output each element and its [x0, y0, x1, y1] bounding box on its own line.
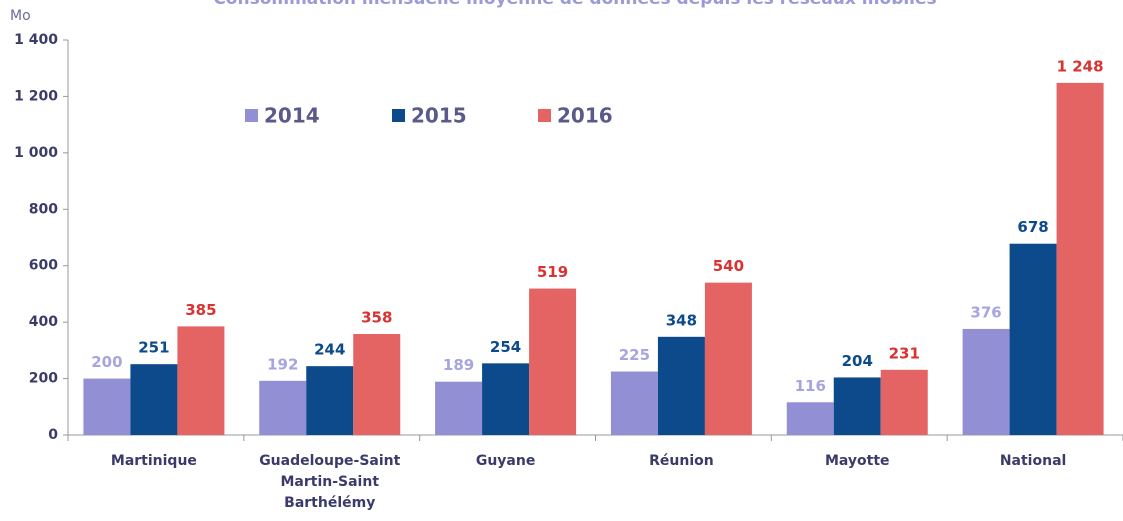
legend-label: 2015 — [411, 104, 467, 128]
legend-swatch — [538, 109, 551, 122]
value-label: 385 — [185, 301, 216, 319]
bar — [610, 371, 658, 435]
bar — [353, 333, 401, 435]
legend-label: 2014 — [264, 104, 320, 128]
value-label: 204 — [842, 352, 873, 370]
bar — [657, 336, 705, 435]
value-label: 519 — [537, 263, 568, 281]
value-label: 1 248 — [1057, 57, 1104, 75]
value-label: 348 — [666, 311, 697, 329]
y-tick-label: 800 — [29, 201, 58, 217]
bar — [177, 326, 225, 435]
value-label: 244 — [314, 341, 345, 359]
legend-label: 2016 — [557, 104, 613, 128]
x-tick-label: Mayotte — [824, 453, 890, 469]
value-label: 254 — [490, 338, 521, 356]
bar — [529, 288, 577, 435]
bar — [482, 363, 530, 435]
y-tick-label: 0 — [48, 427, 58, 443]
bar — [435, 381, 483, 435]
y-tick-label: 400 — [29, 314, 58, 330]
bar — [130, 364, 178, 435]
y-tick-label: 1 000 — [14, 145, 58, 161]
value-label: 358 — [361, 308, 392, 326]
bar — [786, 402, 834, 435]
value-label: 200 — [91, 353, 122, 371]
value-label: 189 — [443, 356, 474, 374]
x-tick-label: Guadeloupe-Saint Martin-Saint Barthélémy — [259, 453, 401, 511]
y-unit: Mo — [10, 8, 31, 24]
value-label: 116 — [795, 377, 826, 395]
bar — [962, 328, 1010, 435]
y-tick-label: 200 — [29, 371, 58, 387]
x-tick-label: Martinique — [110, 453, 197, 469]
y-tick-label: 1 400 — [14, 32, 58, 48]
value-label: 225 — [619, 346, 650, 364]
legend-swatch — [245, 109, 258, 122]
value-label: 231 — [889, 344, 920, 362]
value-label: 192 — [267, 355, 298, 373]
bar — [1056, 82, 1104, 435]
legend-swatch — [392, 109, 405, 122]
y-tick-label: 600 — [29, 258, 58, 274]
y-tick-label: 1 200 — [14, 88, 58, 104]
value-label: 376 — [970, 303, 1001, 321]
bar — [833, 377, 881, 435]
bar — [259, 380, 307, 435]
bar — [306, 366, 354, 435]
value-label: 251 — [138, 339, 169, 357]
x-tick-label: National — [999, 453, 1067, 469]
bar — [880, 369, 928, 435]
x-tick-label: Guyane — [475, 453, 536, 469]
x-tick-label: Réunion — [649, 453, 714, 469]
bar — [83, 378, 131, 435]
value-label: 678 — [1017, 218, 1048, 236]
bar — [704, 282, 752, 435]
chart-title: Consommation mensuelle moyenne de donnée… — [213, 0, 936, 9]
value-label: 540 — [713, 257, 744, 275]
bar — [1009, 243, 1057, 435]
